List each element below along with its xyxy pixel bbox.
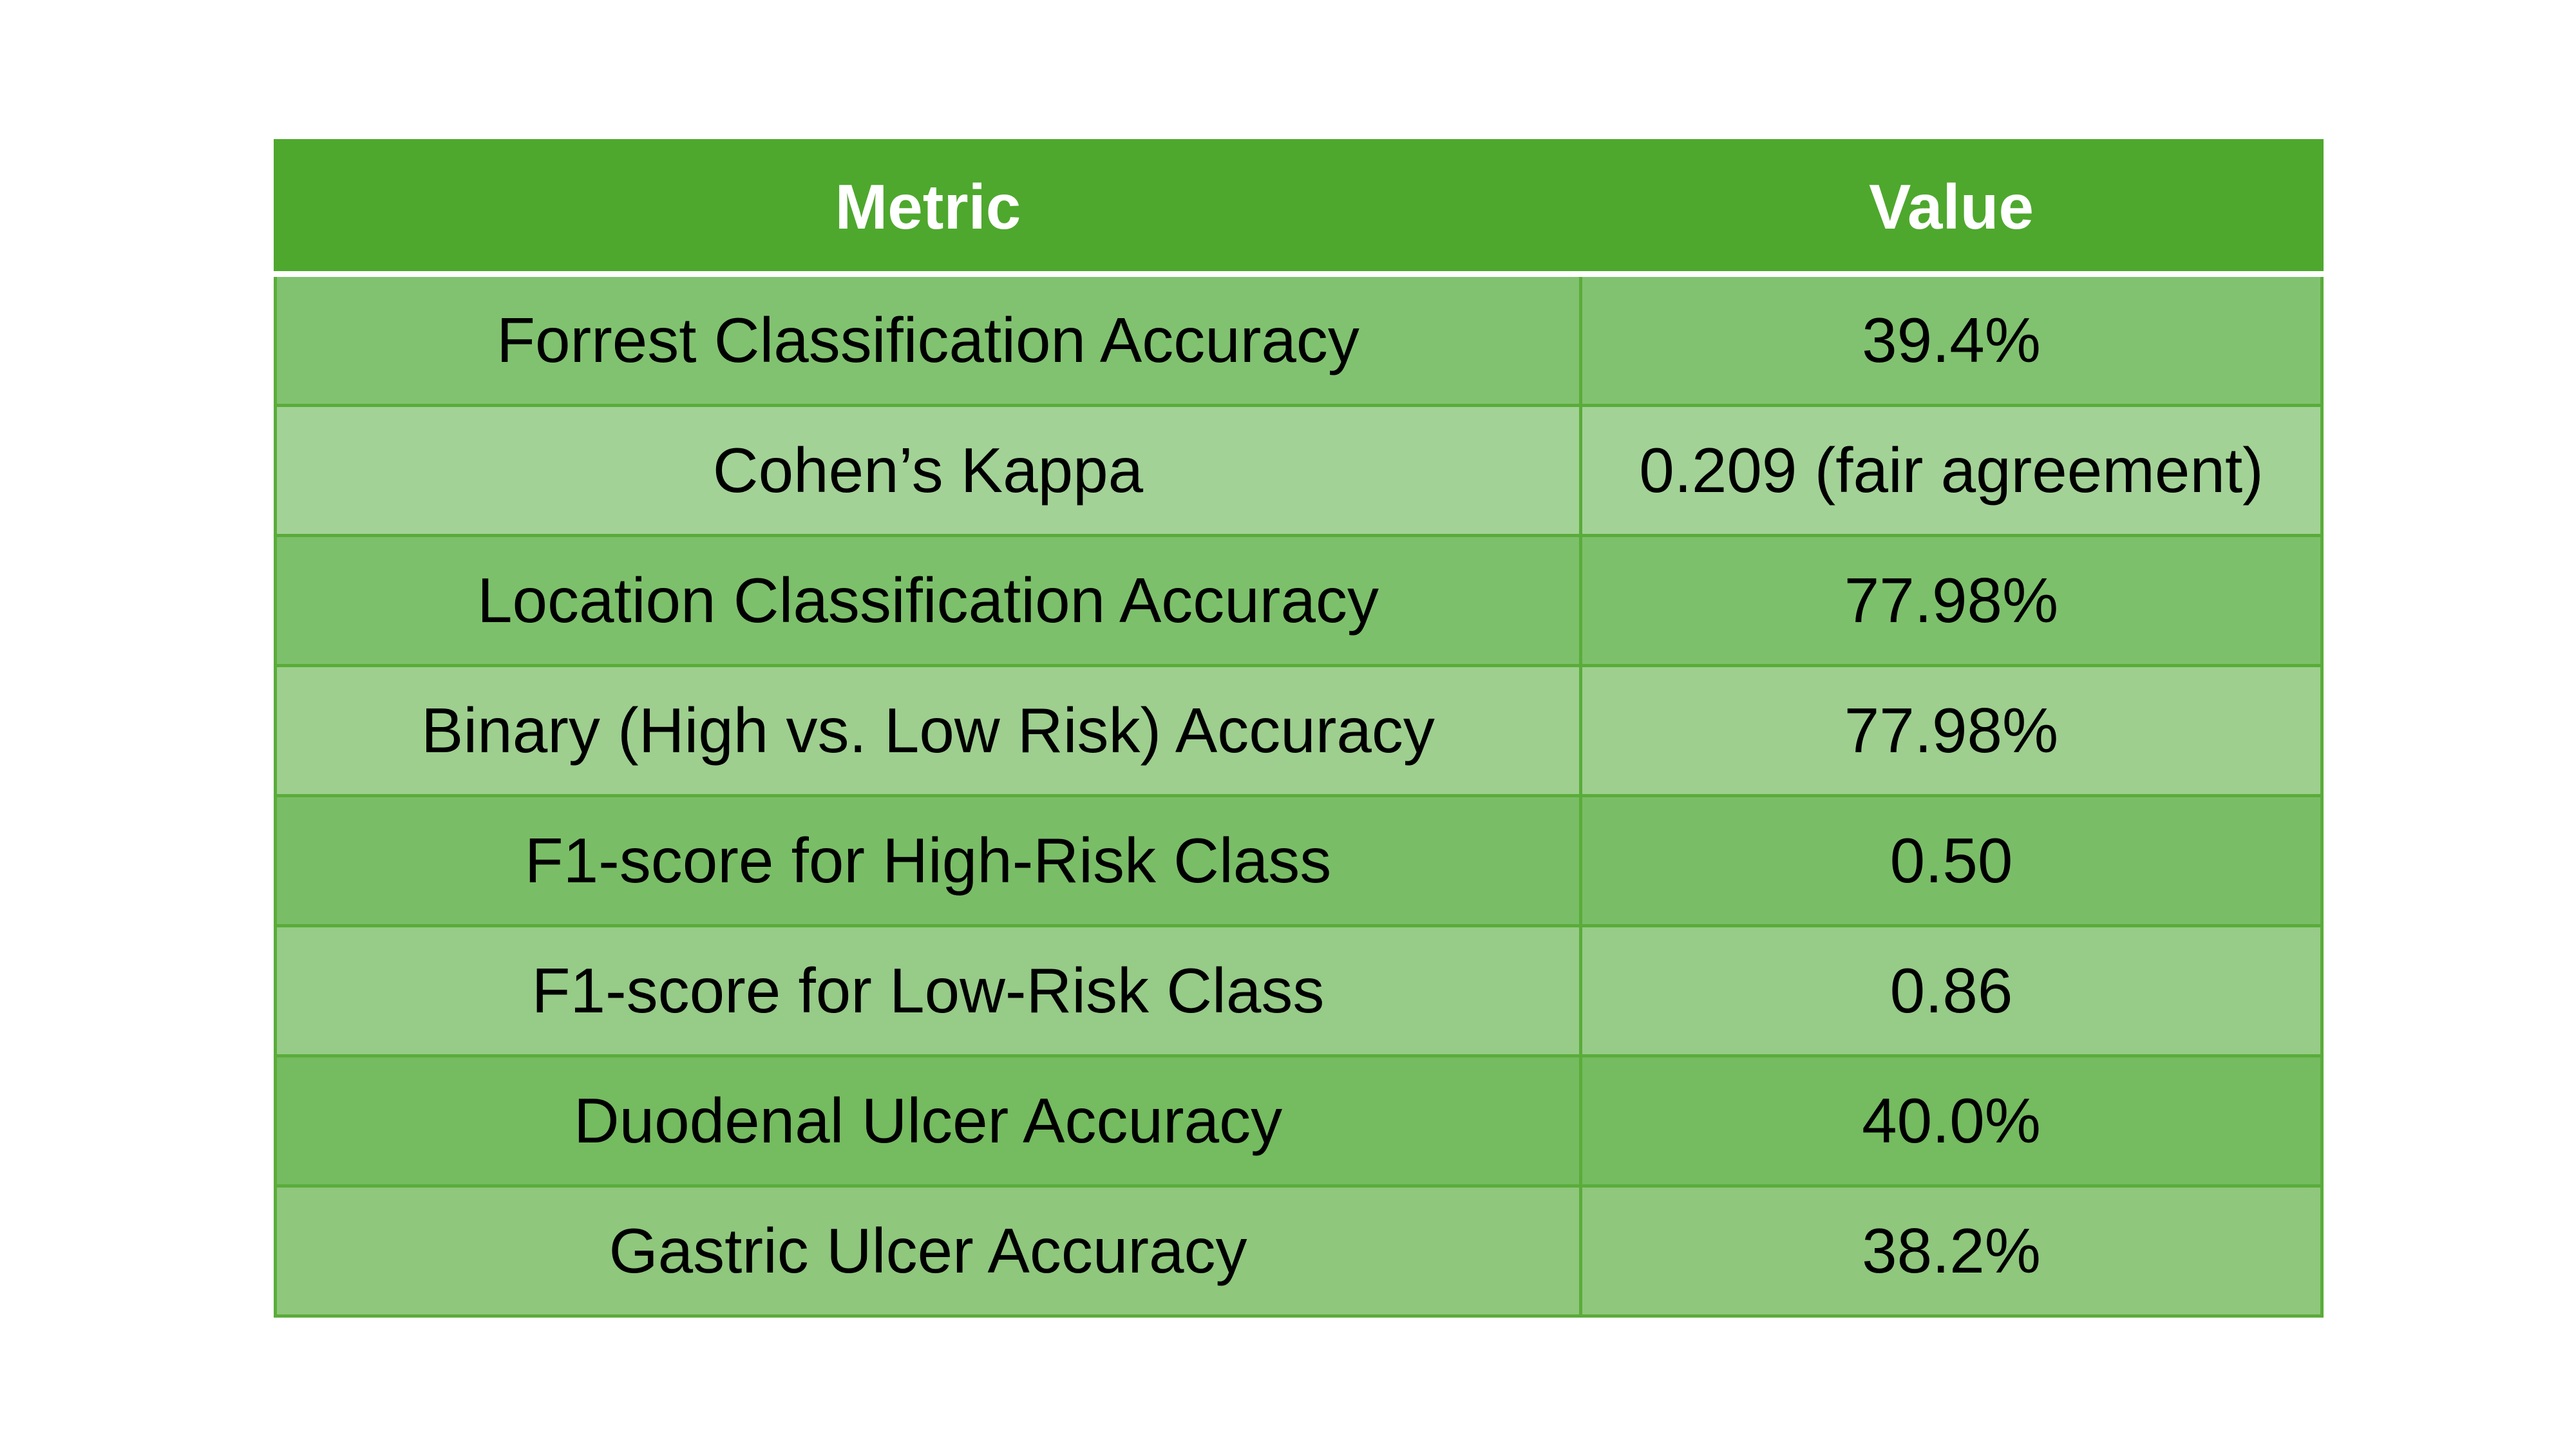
table-row: Forrest Classification Accuracy 39.4% — [274, 272, 2324, 407]
metric-cell: Forrest Classification Accuracy — [274, 272, 1582, 407]
value-cell: 39.4% — [1579, 272, 2324, 407]
metric-cell: F1-score for High-Risk Class — [274, 794, 1582, 927]
metric-column-header: Metric — [274, 139, 1582, 277]
metric-cell: F1-score for Low-Risk Class — [274, 924, 1582, 1057]
value-column-header: Value — [1579, 139, 2324, 277]
metric-cell: Location Classification Accuracy — [274, 534, 1582, 667]
table-row: Location Classification Accuracy 77.98% — [274, 534, 2324, 667]
header-row: Metric Value — [274, 139, 2324, 277]
metric-cell: Cohen’s Kappa — [274, 404, 1582, 537]
metrics-table: Metric Value Forrest Classification Accu… — [274, 139, 2324, 1318]
table-body: Forrest Classification Accuracy 39.4% Co… — [274, 272, 2324, 1318]
value-cell: 38.2% — [1579, 1184, 2324, 1318]
value-cell: 77.98% — [1579, 534, 2324, 667]
table-row: F1-score for High-Risk Class 0.50 — [274, 794, 2324, 927]
table-header: Metric Value — [274, 139, 2324, 277]
value-cell: 0.86 — [1579, 924, 2324, 1057]
value-cell: 0.50 — [1579, 794, 2324, 927]
metric-cell: Binary (High vs. Low Risk) Accuracy — [274, 664, 1582, 797]
table-row: Duodenal Ulcer Accuracy 40.0% — [274, 1054, 2324, 1188]
table-row: Binary (High vs. Low Risk) Accuracy 77.9… — [274, 664, 2324, 797]
table-row: Cohen’s Kappa 0.209 (fair agreement) — [274, 404, 2324, 537]
value-cell: 0.209 (fair agreement) — [1579, 404, 2324, 537]
table-row: Gastric Ulcer Accuracy 38.2% — [274, 1184, 2324, 1318]
value-cell: 77.98% — [1579, 664, 2324, 797]
table-row: F1-score for Low-Risk Class 0.86 — [274, 924, 2324, 1057]
value-cell: 40.0% — [1579, 1054, 2324, 1188]
metric-cell: Gastric Ulcer Accuracy — [274, 1184, 1582, 1318]
metric-cell: Duodenal Ulcer Accuracy — [274, 1054, 1582, 1188]
